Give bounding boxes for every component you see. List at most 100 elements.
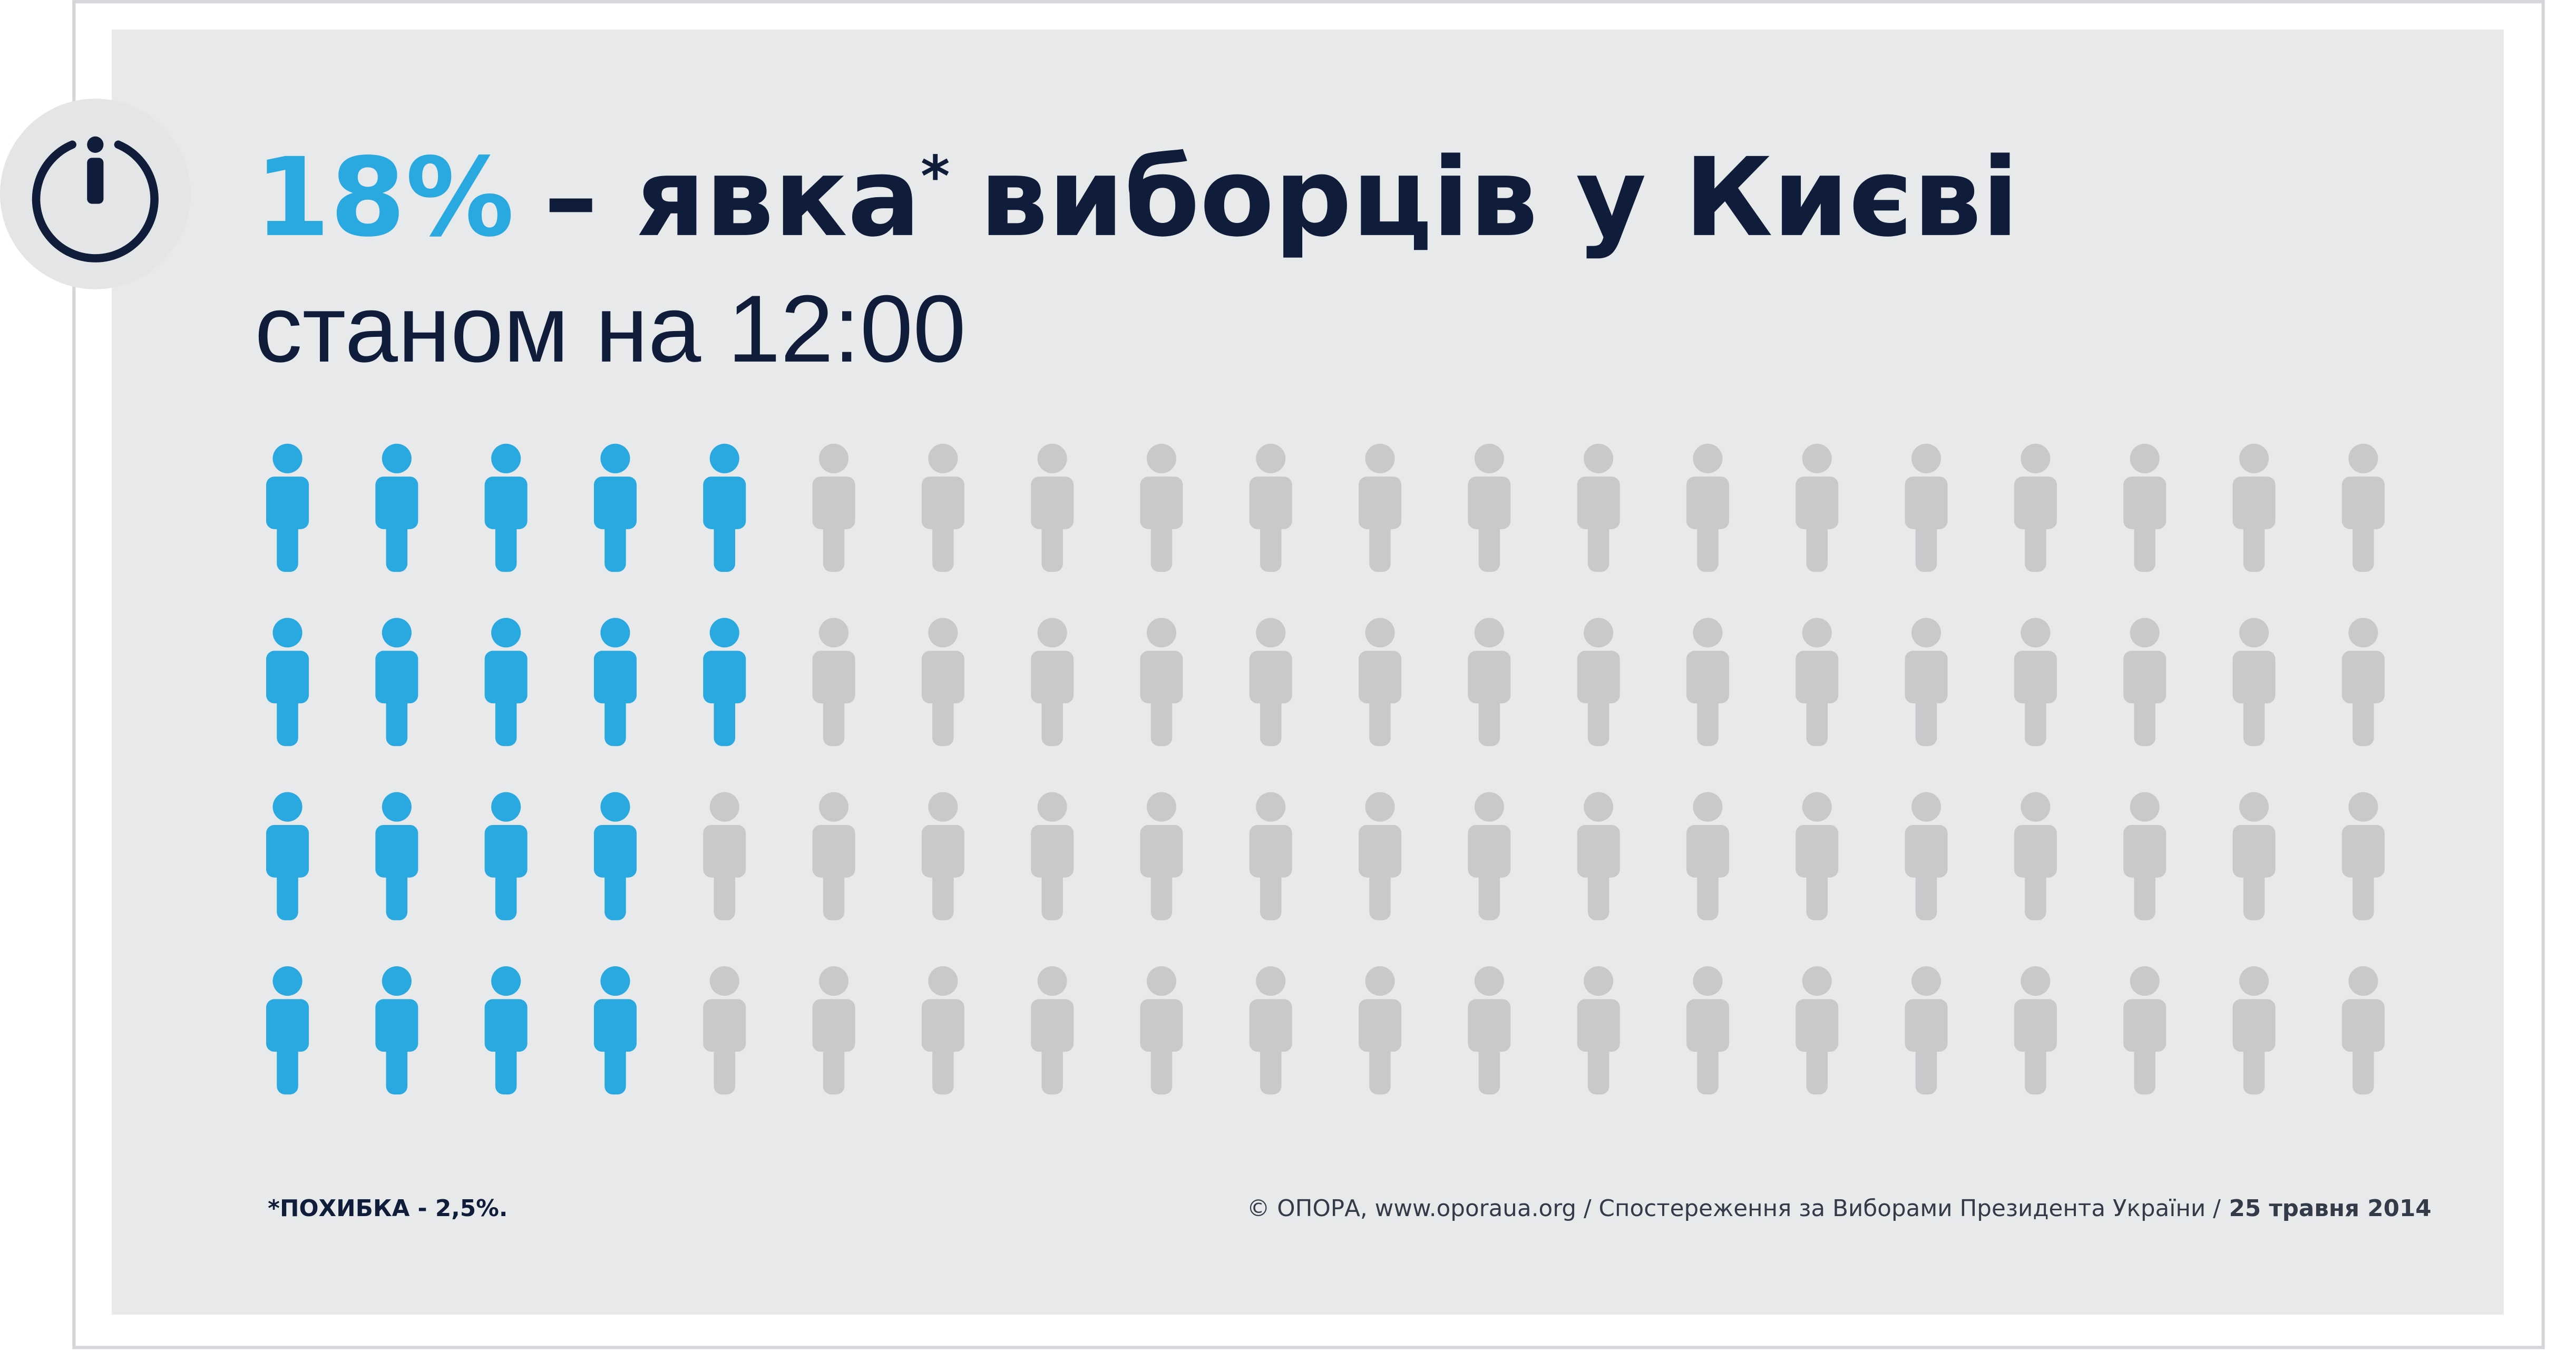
figure-legs bbox=[604, 693, 626, 746]
figure-legs bbox=[932, 693, 954, 746]
title-text: виборців у Києві bbox=[980, 134, 2019, 261]
figure bbox=[2014, 443, 2057, 572]
figure bbox=[812, 618, 855, 746]
figure-body bbox=[2232, 477, 2276, 529]
figure-legs bbox=[277, 519, 298, 572]
figure-head bbox=[1584, 792, 1614, 822]
figure bbox=[2123, 618, 2167, 746]
figure bbox=[2123, 792, 2167, 920]
figure-body bbox=[2123, 477, 2167, 529]
figure-body bbox=[2014, 999, 2057, 1052]
figure bbox=[1686, 618, 1730, 746]
figure-body bbox=[1031, 650, 1074, 704]
figure bbox=[1905, 618, 1948, 746]
figure-highlighted bbox=[484, 618, 528, 746]
figure-head bbox=[709, 618, 739, 648]
figure-body bbox=[1140, 999, 1183, 1052]
figure-head bbox=[1802, 443, 1832, 473]
figure-head bbox=[2130, 618, 2160, 648]
figure-head bbox=[1802, 618, 1832, 648]
figure-head bbox=[1474, 618, 1504, 648]
figure-legs bbox=[1478, 519, 1500, 572]
figure-body bbox=[2341, 477, 2385, 529]
figure-head bbox=[2239, 618, 2269, 648]
figure-body bbox=[1468, 999, 1511, 1052]
figure-head bbox=[1474, 966, 1504, 996]
figure-head bbox=[2021, 618, 2051, 648]
figure-legs bbox=[1041, 519, 1063, 572]
figure-legs bbox=[2243, 693, 2265, 746]
figure-head bbox=[1037, 792, 1067, 822]
figure-legs bbox=[277, 1042, 298, 1095]
figure bbox=[1359, 792, 1402, 920]
figure-body bbox=[593, 999, 637, 1052]
figure-head bbox=[600, 966, 630, 996]
figure bbox=[1249, 966, 1292, 1095]
figure-highlighted bbox=[703, 618, 746, 746]
figure-head bbox=[709, 966, 739, 996]
figure-body bbox=[593, 477, 637, 529]
figure bbox=[2341, 443, 2385, 572]
figure bbox=[1577, 792, 1620, 920]
figure-head bbox=[2021, 443, 2051, 473]
figure-legs bbox=[1369, 1042, 1391, 1095]
figure bbox=[1468, 443, 1511, 572]
figure-legs bbox=[2353, 868, 2374, 920]
figure-body bbox=[921, 999, 964, 1052]
figure-legs bbox=[2025, 868, 2046, 920]
figure-legs bbox=[386, 1042, 408, 1095]
figure-head bbox=[382, 443, 412, 473]
figure-head bbox=[2348, 618, 2378, 648]
figure-highlighted bbox=[484, 966, 528, 1095]
figure bbox=[1686, 792, 1730, 920]
figure-head bbox=[928, 618, 958, 648]
figure-body bbox=[812, 999, 855, 1052]
figure-legs bbox=[714, 1042, 736, 1095]
figure-body bbox=[593, 650, 637, 704]
figure bbox=[1140, 966, 1183, 1095]
figure-legs bbox=[714, 519, 736, 572]
figure-body bbox=[1468, 824, 1511, 878]
date: 25 травня 2014 bbox=[2229, 1195, 2431, 1222]
figure-legs bbox=[2243, 519, 2265, 572]
figure-highlighted bbox=[266, 966, 309, 1095]
subtitle: станом на 12:00 bbox=[255, 276, 966, 382]
figure-highlighted bbox=[484, 443, 528, 572]
figure-legs bbox=[1041, 1042, 1063, 1095]
figure-head bbox=[928, 443, 958, 473]
icon-head bbox=[87, 136, 104, 153]
figure-head bbox=[1146, 443, 1177, 473]
figure-head bbox=[2239, 443, 2269, 473]
figure-legs bbox=[1587, 868, 1609, 920]
figure bbox=[1031, 966, 1074, 1095]
figure bbox=[1249, 443, 1292, 572]
figure bbox=[1359, 966, 1402, 1095]
figure-head bbox=[1256, 792, 1286, 822]
figure bbox=[2341, 792, 2385, 920]
figure-body bbox=[266, 477, 309, 529]
figure-body bbox=[1468, 477, 1511, 529]
figure-legs bbox=[1587, 519, 1609, 572]
figure-highlighted bbox=[593, 618, 637, 746]
figure-body bbox=[1577, 477, 1620, 529]
figure-head bbox=[709, 443, 739, 473]
figure-head bbox=[1037, 618, 1067, 648]
figure-head bbox=[1146, 618, 1177, 648]
figure-body bbox=[1031, 477, 1074, 529]
figure-highlighted bbox=[593, 792, 637, 920]
figure-head bbox=[1693, 792, 1723, 822]
figure-head bbox=[1474, 792, 1504, 822]
figure-head bbox=[1365, 443, 1395, 473]
figure-body bbox=[375, 999, 418, 1052]
figure bbox=[1249, 792, 1292, 920]
figure-head bbox=[818, 792, 849, 822]
figure-legs bbox=[2353, 519, 2374, 572]
figure-legs bbox=[2134, 519, 2155, 572]
figure-head bbox=[1911, 792, 1941, 822]
figure-head bbox=[1584, 966, 1614, 996]
footnote: *ПОХИБКА - 2,5%. bbox=[268, 1195, 508, 1222]
figure-head bbox=[1802, 966, 1832, 996]
figure-head bbox=[2130, 792, 2160, 822]
icon-body bbox=[87, 158, 104, 204]
figure bbox=[2232, 966, 2276, 1095]
